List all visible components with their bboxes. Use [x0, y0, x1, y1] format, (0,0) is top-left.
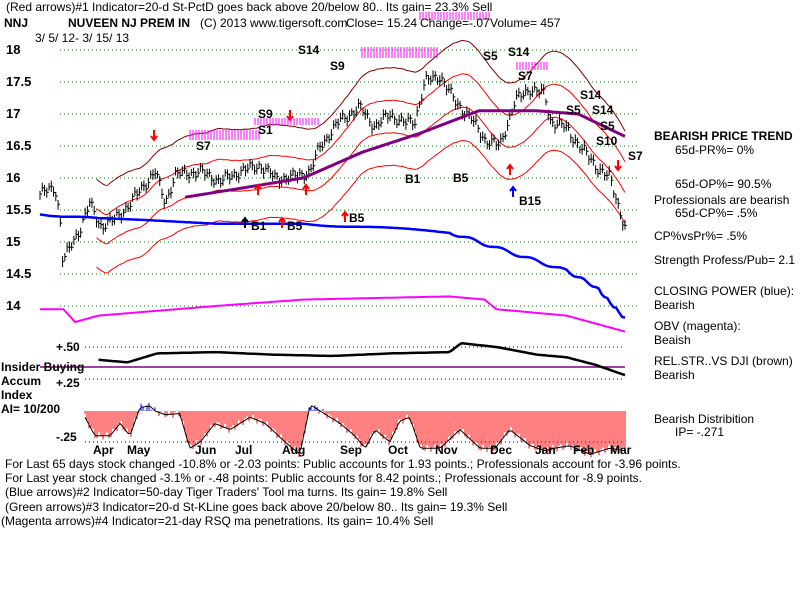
signal-label: S5 — [600, 119, 615, 133]
footer-indicator-2: (Blue arrows)#2 Indicator=50-day Tiger T… — [5, 485, 448, 499]
volume-value: Volume= 457 — [490, 16, 561, 30]
upper-inner-band — [96, 73, 626, 216]
signal-label: S14 — [508, 45, 530, 59]
closing-power-value: Bearish — [654, 298, 695, 312]
y-tick-label: 16 — [6, 170, 21, 185]
relstr-value: Bearish — [654, 368, 695, 382]
obv-line — [40, 295, 626, 333]
y-tick-label: 14.5 — [6, 266, 32, 281]
sell-arrow-icon — [614, 160, 622, 172]
month-label: Jan — [535, 443, 556, 457]
accum-label: Accum — [1, 374, 42, 388]
month-label: Mar — [610, 443, 632, 457]
ticker: NNJ — [4, 16, 29, 30]
footer-indicator-3: (Green arrows)#3 Indicator=20-d St-KLine… — [5, 500, 508, 514]
lower-inner-band — [96, 106, 626, 245]
signal-label: S5 — [566, 103, 581, 117]
month-label: Apr — [93, 443, 114, 457]
month-label: Aug — [282, 443, 306, 457]
relstr-tick-25: +.25 — [56, 376, 80, 390]
obv-value: Beaish — [654, 333, 691, 347]
month-label: Feb — [573, 443, 595, 457]
signal-label: B1 — [251, 219, 267, 233]
pr-value: 65d-PR%= 0% — [675, 143, 755, 157]
signal-label: S14 — [592, 103, 614, 117]
ai-tick-minus25: -.25 — [56, 430, 77, 444]
month-label: Nov — [435, 443, 458, 457]
copyright: (C) 2013 www.tigersoft.com — [200, 16, 348, 30]
buy-arrow-icon — [278, 216, 286, 228]
cpvspr-value: CP%vsPr%= .5% — [654, 229, 748, 243]
sell-arrow-icon — [150, 130, 158, 142]
y-tick-label: 17 — [6, 106, 21, 121]
op-value: 65d-OP%= 90.5% — [675, 177, 772, 191]
signal-label: S7 — [628, 149, 643, 163]
trend-label: BEARISH PRICE TREND — [654, 129, 793, 143]
relstr-label: REL.STR..VS DJI (brown) — [654, 354, 793, 368]
lower-outer-band — [96, 139, 626, 274]
index-label: Index — [1, 388, 33, 402]
signal-label: S1 — [258, 123, 273, 137]
footer-65day: For Last 65 days stock changed -10.8% or… — [5, 457, 681, 471]
ai-line — [84, 405, 626, 455]
footer-year: For Last year stock changed -3.1% or -.4… — [5, 471, 643, 485]
signal-label: S7 — [196, 139, 211, 153]
signal-label: B5 — [349, 211, 365, 225]
upper-outer-band — [96, 39, 626, 186]
strength-value: Strength Profess/Pub= 2.1 — [654, 253, 796, 267]
y-tick-label: 15 — [6, 234, 21, 249]
month-label: Jul — [235, 443, 253, 457]
month-label: May — [127, 443, 151, 457]
obv-label: OBV (magenta): — [654, 319, 741, 333]
buy-arrow-icon — [241, 216, 249, 228]
closing-power-line — [39, 213, 626, 319]
date-range: 3/ 5/ 12- 3/ 15/ 13 — [35, 31, 130, 45]
y-tick-label: 16.5 — [6, 138, 32, 153]
fund-name: NUVEEN NJ PREM IN — [68, 16, 191, 30]
sell-arrow-icon — [286, 110, 294, 122]
signal-label: B15 — [519, 194, 542, 208]
month-label: Sep — [340, 443, 363, 457]
signal-label: B5 — [453, 171, 469, 185]
distribution-label: Bearish Distribition — [654, 412, 755, 426]
month-label: Dec — [490, 443, 513, 457]
signal-label: S14 — [580, 88, 602, 102]
signal-label: B1 — [405, 172, 421, 186]
buy-arrow-icon — [506, 163, 514, 175]
buy-arrow-icon — [341, 210, 349, 222]
month-label: Oct — [388, 443, 409, 457]
signal-label: S9 — [330, 59, 345, 73]
relstr-line — [98, 341, 626, 377]
indicator-1-text: (Red arrows)#1 Indicator=20-d St-PctD go… — [6, 0, 493, 14]
y-tick-label: 17.5 — [6, 74, 32, 89]
cp-value: 65d-CP%= .5% — [675, 206, 758, 220]
signal-label: S7 — [518, 69, 533, 83]
y-tick-label: 15.5 — [6, 202, 32, 217]
signal-label: S10 — [596, 134, 618, 148]
relstr-tick-50: +.50 — [56, 340, 80, 354]
insider-label: Insider Buying — [1, 360, 85, 374]
change-value: Change=-.07 — [420, 16, 490, 30]
y-tick-label: 14 — [6, 298, 21, 313]
month-label: Jun — [195, 443, 217, 457]
close-value: Close= 15.24 — [346, 16, 418, 30]
signal-label: S14 — [298, 43, 320, 57]
buy-arrow-icon — [509, 185, 517, 197]
buy-arrow-icon — [302, 183, 310, 195]
ai-value: AI= 10/200 — [1, 402, 61, 416]
ip-value: IP= -.271 — [675, 425, 725, 439]
signal-label: S5 — [483, 49, 498, 63]
signal-label: S9 — [258, 107, 273, 121]
closing-power-label: CLOSING POWER (blue): — [654, 284, 795, 298]
footer-indicator-4: (Magenta arrows)#4 Indicator=21-day RSQ … — [1, 514, 434, 528]
pros-label: Professionals are bearish — [654, 193, 790, 207]
y-tick-label: 18 — [6, 42, 21, 57]
signal-label: B5 — [287, 219, 303, 233]
buy-arrow-icon — [254, 183, 262, 195]
